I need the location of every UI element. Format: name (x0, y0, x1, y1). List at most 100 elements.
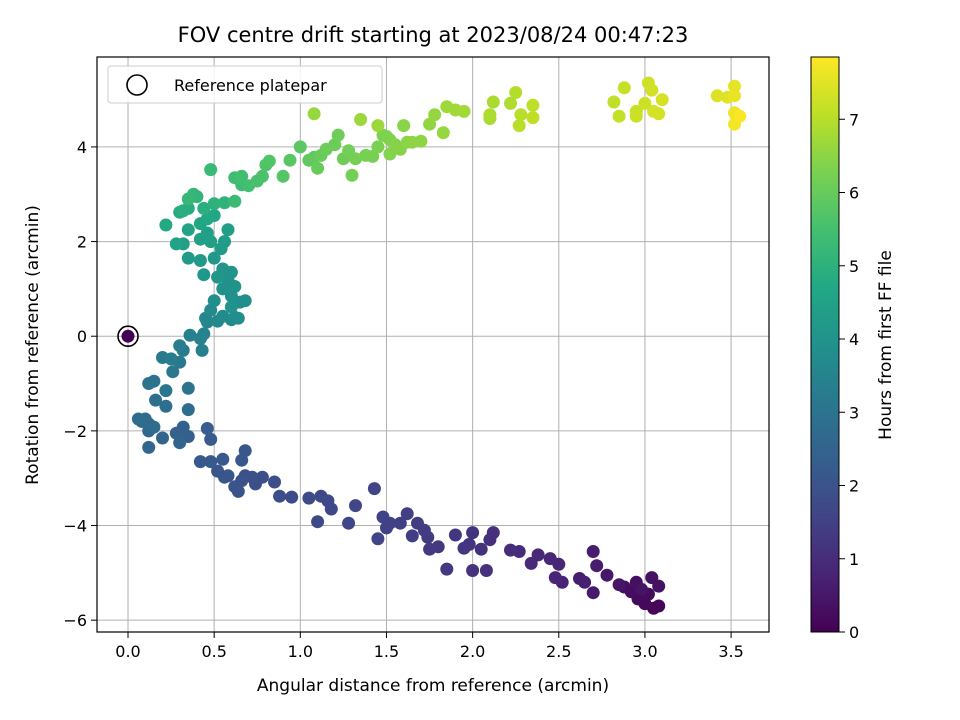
data-point (612, 578, 626, 592)
data-point (314, 489, 328, 503)
y-axis-label: Rotation from reference (arcmin) (23, 205, 43, 485)
data-point (207, 251, 221, 265)
data-point (197, 327, 211, 341)
data-point (457, 104, 471, 118)
data-point (600, 568, 614, 582)
data-point (331, 128, 345, 142)
data-point (156, 431, 169, 445)
data-point (586, 586, 600, 600)
data-point (262, 154, 276, 168)
x-tick-label: 2.0 (460, 642, 485, 661)
data-point (228, 480, 242, 494)
x-axis-ticks: 0.0 0.5 1.0 1.5 2.0 2.5 3.0 3.5 (115, 632, 744, 661)
data-point (181, 403, 195, 417)
data-point (512, 119, 526, 133)
data-point (617, 81, 631, 95)
x-tick-label: 3.5 (718, 642, 743, 661)
data-point (354, 113, 368, 126)
data-point (607, 95, 621, 109)
data-point (514, 108, 528, 122)
data-point (586, 545, 600, 558)
data-point (397, 119, 411, 133)
data-point (728, 89, 741, 103)
data-point (423, 542, 437, 556)
data-point (371, 532, 385, 546)
data-point (273, 489, 287, 503)
data-point (181, 192, 195, 206)
colorbar-ticks: 0 1 2 3 4 5 6 7 (839, 110, 859, 642)
data-points (121, 76, 747, 615)
data-point (147, 420, 161, 434)
data-point (400, 507, 414, 521)
data-point (131, 412, 145, 426)
reference-point (117, 325, 139, 348)
data-point (349, 152, 362, 166)
data-point (193, 232, 207, 246)
data-point (221, 223, 235, 237)
data-point (285, 490, 299, 504)
x-tick-label: 3.0 (632, 642, 657, 661)
data-point (652, 599, 666, 613)
data-point (635, 582, 648, 596)
x-tick-label: 1.5 (374, 642, 399, 661)
data-point (142, 377, 156, 390)
colorbar-tick-label: 6 (849, 184, 859, 203)
data-point (121, 329, 135, 343)
data-point (466, 564, 480, 577)
data-point (411, 516, 424, 530)
legend-label: Reference platepar (174, 76, 327, 95)
y-tick-label: 0 (77, 327, 87, 346)
data-point (195, 343, 209, 357)
colorbar-tick-label: 1 (849, 550, 859, 569)
data-point (207, 197, 221, 211)
data-point (466, 526, 480, 540)
data-point (728, 79, 741, 93)
data-point (166, 365, 180, 379)
data-point (440, 562, 454, 576)
data-point (211, 464, 225, 478)
data-point (302, 491, 316, 505)
x-tick-label: 0.5 (201, 642, 226, 661)
data-point (436, 126, 450, 140)
data-point (218, 196, 231, 210)
data-point (638, 96, 652, 110)
data-point (293, 140, 307, 154)
data-point (486, 95, 500, 109)
data-point (173, 436, 187, 450)
data-point (504, 96, 517, 110)
data-point (164, 352, 178, 366)
x-tick-label: 2.5 (546, 642, 571, 661)
y-tick-label: −6 (63, 611, 87, 630)
data-point (548, 571, 562, 585)
data-point (193, 455, 207, 469)
data-point (200, 212, 214, 226)
data-point (367, 482, 381, 496)
data-point (216, 452, 230, 466)
y-axis-ticks: −6 −4 −2 0 2 4 (63, 138, 97, 630)
data-point (405, 529, 419, 543)
data-point (235, 453, 249, 467)
colorbar-tick-label: 5 (849, 257, 859, 276)
data-point (193, 254, 207, 267)
data-point (211, 270, 225, 284)
legend: Reference platepar (107, 65, 383, 104)
x-axis-label: Angular distance from reference (arcmin) (257, 676, 609, 696)
data-point (371, 119, 385, 133)
colorbar-tick-label: 0 (849, 623, 859, 642)
data-point (159, 384, 173, 398)
data-point (380, 521, 393, 535)
data-point (345, 168, 359, 182)
data-point (349, 499, 362, 513)
data-point (366, 149, 380, 163)
data-point (457, 541, 471, 555)
data-point (376, 510, 390, 524)
data-point (645, 83, 659, 97)
y-tick-label: −4 (63, 517, 87, 536)
data-point (173, 339, 187, 353)
data-point (181, 251, 195, 265)
data-point (393, 516, 407, 530)
data-point (238, 294, 252, 308)
data-point (235, 169, 249, 183)
data-point (655, 93, 669, 107)
